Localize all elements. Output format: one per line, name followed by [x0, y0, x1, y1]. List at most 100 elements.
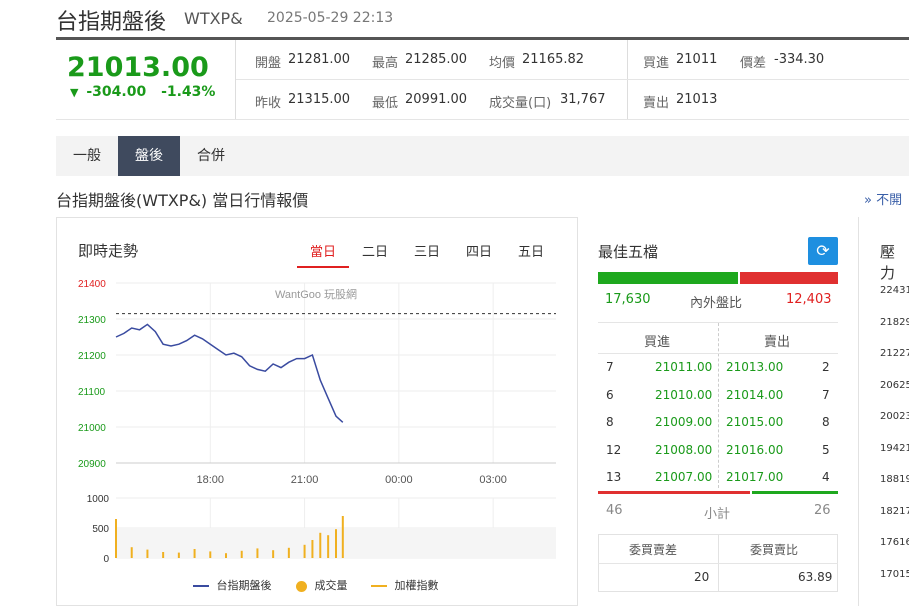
tab-after-hours[interactable]: 盤後 [118, 136, 180, 176]
pressure-level-value: 22431 [880, 285, 909, 296]
ask-price: 21015.00 [726, 415, 784, 429]
subtotal-ask: 26 [814, 503, 831, 518]
tab-combined[interactable]: 合併 [197, 148, 225, 164]
range-tab-4d[interactable]: 四日 [465, 245, 492, 260]
section-title: 台指期盤後(WTXP&) 當日行情報價 [56, 191, 309, 210]
quote-timestamp: 2025-05-29 22:13 [267, 10, 394, 26]
ask-price: 21016.00 [726, 442, 784, 457]
ask-label: 賣出 [643, 96, 670, 111]
pressure-level-value: 17616 [880, 537, 909, 548]
range-tab-5d[interactable]: 五日 [517, 245, 544, 260]
volume-bar [177, 552, 180, 558]
orderbook-title: 最佳五檔 [598, 243, 659, 261]
dot-legend-icon [296, 580, 307, 592]
ask-quantity: 8 [822, 415, 830, 429]
subtotal-ask-bar [752, 491, 838, 494]
price-tick-label: 21300 [78, 315, 106, 326]
volume-label: 成交量(口) [489, 96, 552, 111]
time-tick-label: 00:00 [385, 474, 413, 486]
volume-bar [193, 549, 196, 558]
volume-bar [335, 529, 337, 558]
bid-quantity: 13 [606, 470, 622, 484]
header-divider [56, 37, 909, 40]
quote-row-divider [236, 79, 909, 80]
order-ratio-value: 63.89 [798, 570, 833, 584]
bid-quantity: 8 [606, 415, 614, 429]
legend-volume-label: 成交量 [314, 579, 348, 592]
ask-quantity: 7 [822, 387, 830, 402]
price-change: ▼ -304.00 -1.43% [70, 84, 215, 100]
volume-bar [327, 535, 330, 558]
page-title: 台指期盤後 [56, 10, 167, 35]
pressure-level-value: 18819 [880, 474, 909, 485]
quote-divider [235, 40, 236, 119]
legend-index-label: 加權指數 [394, 579, 439, 592]
ask-value: 21013 [676, 92, 718, 107]
change-value: -304.00 [86, 84, 147, 100]
prev-close-value: 21315.00 [288, 92, 351, 107]
bid-price: 21011.00 [655, 360, 713, 374]
price-tick-label: 20900 [78, 459, 106, 470]
volume-bar [303, 544, 306, 558]
price-series-line [115, 323, 344, 423]
range-tab-3d[interactable]: 三日 [413, 245, 440, 260]
bid-ratio-bar [598, 272, 738, 284]
time-tick-label: 18:00 [197, 474, 225, 486]
bid-label: 買進 [643, 56, 670, 71]
ask-column-header: 賣出 [764, 335, 791, 350]
ask-ratio-bar [740, 272, 838, 284]
volume-bar [130, 547, 133, 558]
price-tick-label: 21100 [78, 387, 106, 398]
more-link[interactable]: » 不開 [864, 193, 903, 208]
bid-price: 21007.00 [655, 470, 713, 484]
subtotal-bid: 46 [606, 503, 623, 518]
volume-tick-label: 500 [92, 524, 109, 535]
high-label: 最高 [372, 56, 399, 71]
bid-quantity: 12 [606, 442, 622, 457]
order-diff-row-divider [598, 563, 838, 564]
tab-general[interactable]: 一般 [73, 148, 101, 164]
range-tab-2d[interactable]: 二日 [361, 245, 388, 260]
ask-quantity: 4 [822, 470, 830, 484]
volume-bar [272, 550, 275, 558]
volume-bar [287, 547, 290, 558]
avg-value: 21165.82 [522, 52, 585, 67]
price-tick-label: 21400 [78, 279, 106, 290]
bid-column-header: 買進 [644, 335, 671, 350]
volume-bar [225, 553, 227, 558]
volume-value: 31,767 [560, 92, 606, 107]
pressure-panel-border [858, 217, 859, 606]
pressure-level-value: 19421 [880, 442, 909, 454]
bid-quantity: 7 [606, 360, 614, 374]
ask-price: 21013.00 [726, 360, 784, 374]
active-range-underline [297, 266, 349, 268]
ratio-label: 內外盤比 [690, 296, 743, 311]
avg-label: 均價 [489, 56, 516, 71]
intraday-chart: WantGoo 玩股網 21400 21300 21200 21100 21000 209… [78, 279, 556, 565]
price-tick-label: 21000 [78, 423, 106, 434]
bid-volume-total: 17,630 [605, 292, 651, 307]
change-percent: -1.43% [161, 84, 216, 100]
bid-price: 21010.00 [655, 387, 713, 402]
ask-volume-total: 12,403 [786, 292, 832, 307]
time-tick-label: 21:00 [291, 474, 319, 486]
pressure-level-value: 20625 [880, 379, 909, 391]
legend-price-label: 台指期盤後 [216, 579, 272, 592]
prev-close-label: 昨收 [255, 96, 282, 111]
legend-volume: 成交量 [296, 577, 348, 593]
low-label: 最低 [372, 96, 399, 111]
orderbook-divider [598, 322, 838, 323]
ask-price: 21014.00 [726, 387, 784, 402]
open-label: 開盤 [255, 56, 282, 71]
bid-value: 21011 [676, 52, 718, 67]
last-price: 21013.00 [67, 52, 209, 83]
bid-quantity: 6 [606, 387, 614, 402]
refresh-icon: ⟳ [816, 241, 830, 260]
volume-bar [240, 550, 243, 558]
legend-price: 台指期盤後 [193, 577, 272, 593]
bid-price: 21008.00 [655, 442, 713, 457]
range-tab-1d[interactable]: 當日 [309, 245, 336, 260]
ask-quantity: 2 [822, 360, 830, 374]
ask-price: 21017.00 [726, 470, 784, 484]
refresh-button[interactable]: ⟳ [808, 237, 838, 265]
